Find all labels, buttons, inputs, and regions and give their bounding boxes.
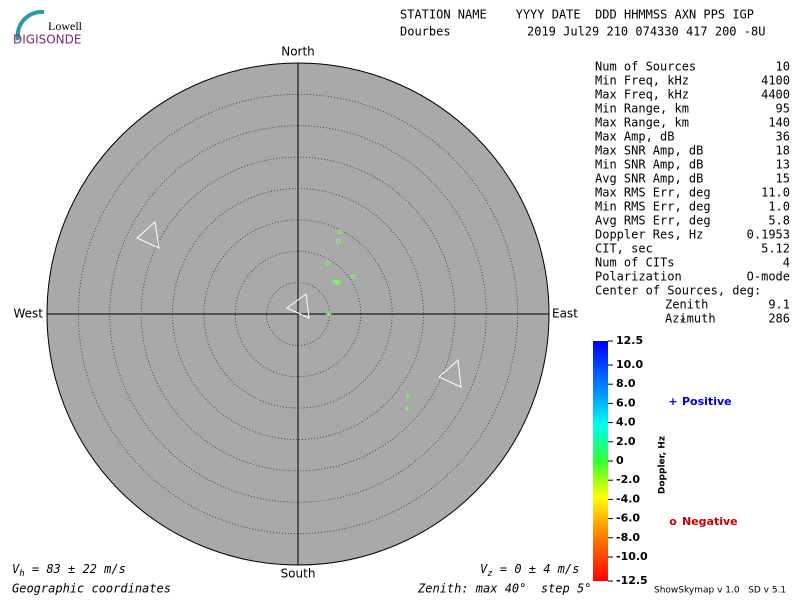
- beam-marker: [136, 221, 160, 249]
- vz-label: Vz = 0 ± 4 m/s: [480, 562, 579, 579]
- source-positive: [404, 405, 410, 411]
- stat-value: 140: [768, 116, 790, 130]
- stat-value: 36: [776, 130, 790, 144]
- colorbar-tick-label: 8.0: [616, 377, 636, 390]
- vh-sub: h: [19, 569, 24, 579]
- zenith-label: Zenith: max 40° step 5°: [417, 582, 591, 596]
- azimuth-icon: ↶: [680, 316, 685, 326]
- stat-value: 4: [783, 256, 790, 270]
- center-value: 9.1: [768, 298, 790, 312]
- beam-marker: [438, 358, 462, 388]
- source-positive: [326, 311, 332, 317]
- direction-west: West: [13, 307, 43, 321]
- vz-sub: z: [487, 569, 492, 579]
- colorbar-tick-label: 0: [616, 454, 624, 467]
- stat-value: 15: [776, 172, 790, 186]
- colorbar-tick-label: 4.0: [616, 416, 636, 429]
- stat-label: Avg RMS Err, deg: [595, 214, 711, 228]
- legend-label: Positive: [682, 395, 732, 408]
- stat-label: Max SNR Amp, dB: [595, 144, 703, 158]
- source-negative: [335, 238, 341, 244]
- colorbar: [593, 341, 608, 581]
- stat-label: Doppler Res, Hz: [595, 228, 703, 242]
- stat-label: Polarization: [595, 270, 682, 284]
- stat-label: Min Range, km: [595, 102, 689, 116]
- stat-label: Max RMS Err, deg: [595, 186, 711, 200]
- vh-label: Vh = 83 ± 22 m/s: [12, 562, 126, 579]
- center-label: Azimuth: [665, 312, 716, 326]
- logo-arc: [15, 9, 45, 41]
- beam-marker: [286, 293, 310, 319]
- legend-symbol: o: [669, 515, 677, 528]
- stat-label: Min SNR Amp, dB: [595, 158, 703, 172]
- colorbar-tick-label: 10.0: [616, 358, 643, 371]
- colorbar-tick-label: -2.0: [616, 473, 640, 486]
- stat-label: Max Range, km: [595, 116, 689, 130]
- stat-label: Max Freq, kHz: [595, 88, 689, 102]
- logo-product: DIGISONDE: [13, 33, 81, 47]
- legend-label: Negative: [682, 515, 738, 528]
- stat-value: 11.0: [761, 186, 790, 200]
- stat-label: CIT, sec: [595, 242, 653, 256]
- coords-label: Geographic coordinates: [12, 582, 171, 596]
- stat-value: 10: [776, 60, 790, 74]
- colorbar-tick-label: 2.0: [616, 435, 636, 448]
- source-negative: [337, 229, 343, 235]
- direction-south: South: [281, 567, 316, 581]
- stat-label: Max Amp, dB: [595, 130, 674, 144]
- stat-value: 5.12: [761, 242, 790, 256]
- stat-value: 13: [776, 158, 790, 172]
- stat-label: Avg SNR Amp, dB: [595, 172, 703, 186]
- stat-value: O-mode: [747, 270, 790, 284]
- version-label: ShowSkymap v 1.0 SD v 5.1: [654, 586, 786, 596]
- vz-text: = 0 ± 4 m/s: [493, 562, 580, 576]
- source-positive: [405, 393, 411, 399]
- center-label: Zenith: [665, 298, 708, 312]
- source-negative: [334, 280, 340, 285]
- direction-east: East: [552, 307, 578, 321]
- vh-text: = 83 ± 22 m/s: [25, 562, 126, 576]
- vh-symbol: V: [12, 562, 20, 576]
- logo-brand: Lowell: [48, 19, 83, 33]
- header-values: 2019 Jul29 210 074330 417 200 -8U: [527, 25, 765, 39]
- colorbar-tick-label: -6.0: [616, 512, 640, 525]
- legend-symbol: +: [668, 395, 677, 408]
- colorbar-tick-label: -8.0: [616, 531, 640, 544]
- colorbar-label: Doppler, Hz: [658, 436, 668, 494]
- source-negative: [325, 260, 331, 266]
- direction-north: North: [281, 45, 315, 59]
- stat-value: 18: [776, 144, 790, 158]
- center-title: Center of Sources, deg:: [595, 284, 761, 298]
- stat-value: 4100: [761, 74, 790, 88]
- stat-value: 4400: [761, 88, 790, 102]
- colorbar-tick-label: -10.0: [616, 550, 648, 563]
- colorbar-tick-label: 6.0: [616, 396, 636, 409]
- colorbar-tick-label: -4.0: [616, 492, 640, 505]
- stat-label: Num of CITs: [595, 256, 674, 270]
- stat-value: 0.1953: [747, 228, 790, 242]
- source-negative: [350, 274, 356, 280]
- header-labels: STATION NAME YYYY DATE DDD HHMMSS AXN PP…: [400, 8, 754, 22]
- stat-label: Min Freq, kHz: [595, 74, 689, 88]
- stat-value: 1.0: [768, 200, 790, 214]
- stat-label: Num of Sources: [595, 60, 696, 74]
- colorbar-tick-label: -12.5: [616, 574, 648, 587]
- vz-symbol: V: [480, 562, 488, 576]
- stat-label: Min RMS Err, deg: [595, 200, 711, 214]
- header-station: Dourbes: [400, 25, 451, 39]
- center-value: 286: [768, 312, 790, 326]
- stat-value: 5.8: [768, 214, 790, 228]
- colorbar-tick-label: 12.5: [616, 334, 643, 347]
- stat-value: 95: [776, 102, 790, 116]
